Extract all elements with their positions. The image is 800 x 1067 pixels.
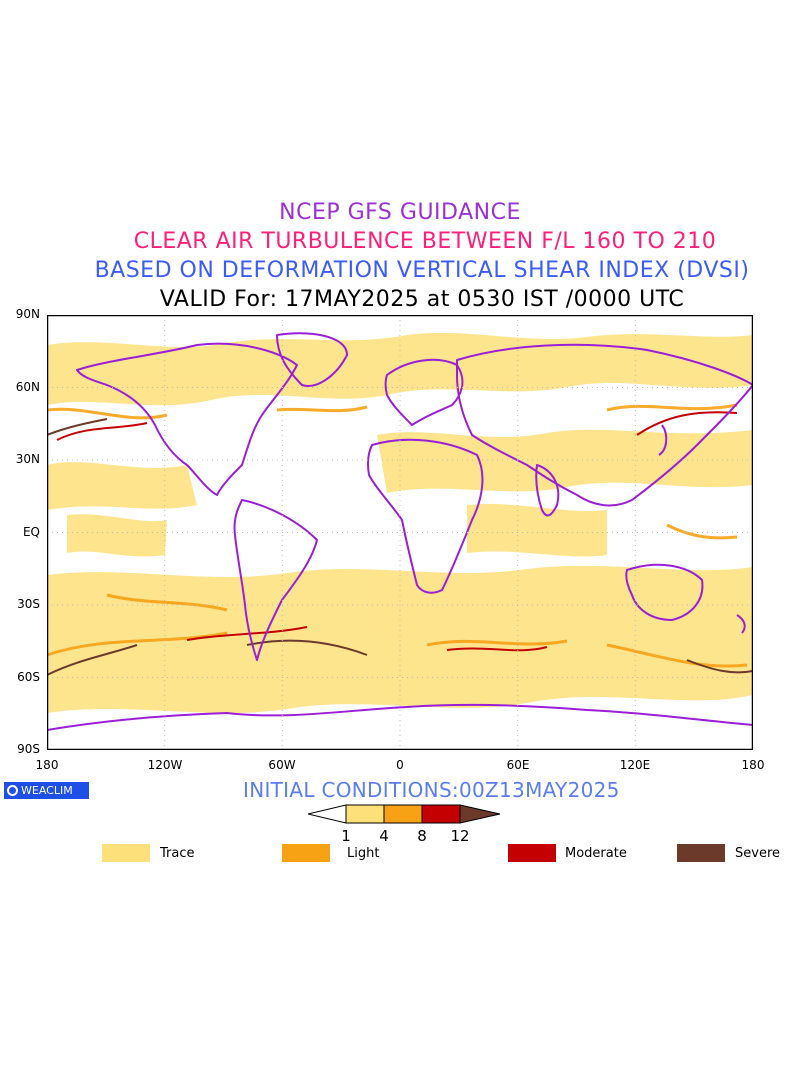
legend-swatch-trace — [102, 844, 150, 862]
title-guidance: NCEP GFS GUIDANCE — [279, 200, 521, 225]
globe-ring-icon — [7, 785, 18, 796]
lat-label-60n: 60N — [15, 380, 40, 394]
legend-swatch-light — [282, 844, 330, 862]
legend-label-moderate: Moderate — [565, 846, 627, 861]
trace-shading — [47, 332, 753, 713]
colorbar-tick-8: 8 — [417, 827, 427, 845]
lon-label-180e: 180 — [741, 758, 765, 772]
colorbar-tick-12: 12 — [450, 827, 470, 845]
lon-label-0: 0 — [396, 758, 404, 772]
colorbar-moderate — [421, 804, 461, 824]
colorbar-under — [308, 804, 347, 824]
lat-label-30n: 30N — [15, 452, 40, 466]
turbulence-map — [47, 315, 753, 750]
lat-label-60s: 60S — [17, 670, 40, 684]
title-valid-time: VALID For: 17MAY2025 at 0530 IST /0000 U… — [159, 287, 685, 312]
legend-label-trace: Trace — [160, 846, 195, 861]
legend-label-light: Light — [347, 846, 380, 861]
lon-label-60e: 60E — [506, 758, 530, 772]
colorbar — [308, 804, 501, 824]
legend-swatch-moderate — [508, 844, 556, 862]
lat-label-90n: 90N — [15, 307, 40, 321]
colorbar-trace — [345, 804, 385, 824]
severe-shading — [47, 418, 753, 676]
legend-swatch-severe — [677, 844, 725, 862]
legend-label-severe: Severe — [735, 846, 780, 861]
lon-label-120w: 120W — [147, 758, 183, 772]
weaclim-logo: WEACLIM — [4, 782, 89, 799]
coastlines — [47, 332, 753, 731]
lon-label-120e: 120E — [619, 758, 651, 772]
colorbar-tick-1: 1 — [341, 827, 351, 845]
colorbar-light — [383, 804, 423, 824]
logo-text: WEACLIM — [21, 784, 73, 797]
lat-label-eq: EQ — [22, 525, 40, 539]
title-turbulence: CLEAR AIR TURBULENCE BETWEEN F/L 160 TO … — [133, 229, 717, 254]
lat-label-90s: 90S — [17, 742, 40, 756]
moderate-shading — [56, 411, 738, 652]
colorbar-severe — [459, 804, 501, 824]
lon-label-180w: 180 — [35, 758, 59, 772]
lat-label-30s: 30S — [17, 597, 40, 611]
colorbar-tick-4: 4 — [379, 827, 389, 845]
light-shading — [47, 403, 748, 668]
lon-label-60w: 60W — [268, 758, 296, 772]
title-index: BASED ON DEFORMATION VERTICAL SHEAR INDE… — [94, 258, 750, 283]
initial-conditions: INITIAL CONDITIONS:00Z13MAY2025 — [243, 778, 620, 802]
